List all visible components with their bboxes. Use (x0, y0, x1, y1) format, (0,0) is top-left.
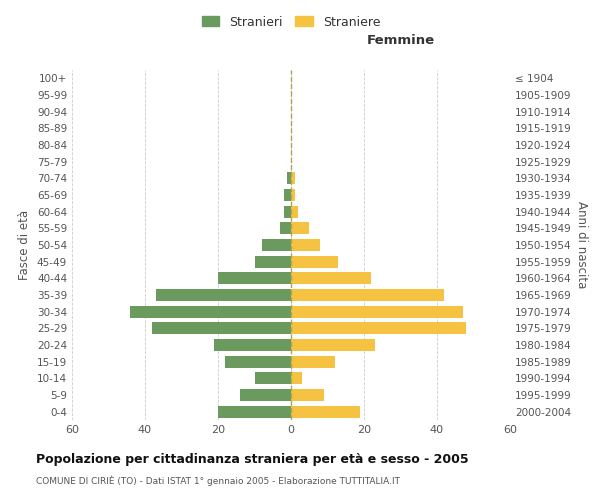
Bar (240, 389, 291, 401)
Bar (284, 189, 291, 201)
Bar (287, 172, 291, 184)
Bar (291, 356, 335, 368)
Bar (291, 239, 320, 251)
Text: Popolazione per cittadinanza straniera per età e sesso - 2005: Popolazione per cittadinanza straniera p… (36, 452, 469, 466)
Bar (291, 372, 302, 384)
Bar (280, 222, 291, 234)
Bar (254, 256, 291, 268)
Bar (291, 389, 324, 401)
Y-axis label: Anni di nascita: Anni di nascita (575, 202, 588, 288)
Bar (226, 356, 291, 368)
Bar (262, 239, 291, 251)
Bar (218, 406, 291, 417)
Text: COMUNE DI CIRIÈ (TO) - Dati ISTAT 1° gennaio 2005 - Elaborazione TUTTITALIA.IT: COMUNE DI CIRIÈ (TO) - Dati ISTAT 1° gen… (36, 476, 400, 486)
Bar (218, 272, 291, 284)
Bar (291, 172, 295, 184)
Bar (291, 222, 309, 234)
Y-axis label: Fasce di età: Fasce di età (19, 210, 31, 280)
Legend: Stranieri, Straniere: Stranieri, Straniere (197, 10, 385, 34)
Bar (291, 256, 338, 268)
Bar (214, 339, 291, 351)
Bar (291, 272, 371, 284)
Bar (152, 322, 291, 334)
Text: Femmine: Femmine (367, 34, 434, 48)
Bar (254, 372, 291, 384)
Bar (130, 306, 291, 318)
Bar (291, 289, 444, 301)
Bar (156, 289, 291, 301)
Bar (284, 206, 291, 218)
Bar (291, 306, 463, 318)
Bar (291, 189, 295, 201)
Bar (291, 406, 361, 417)
Bar (291, 339, 375, 351)
Bar (291, 322, 466, 334)
Bar (291, 206, 298, 218)
